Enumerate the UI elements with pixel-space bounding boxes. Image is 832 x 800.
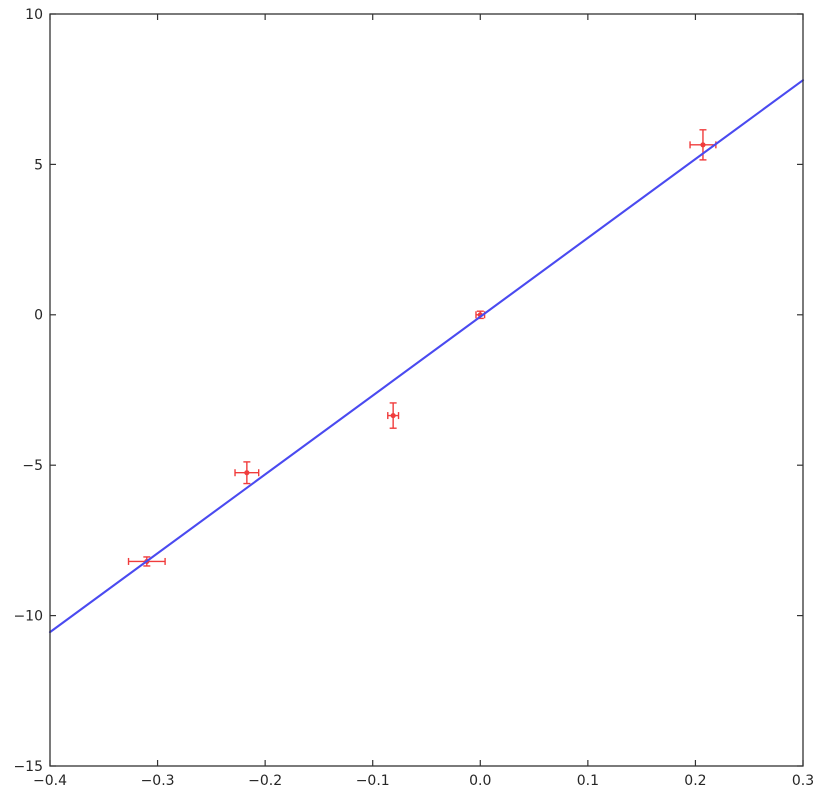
plot-frame <box>49 13 804 767</box>
x-tick-label: −0.1 <box>356 773 390 789</box>
y-tick-label: 0 <box>34 308 43 324</box>
x-tick-label: −0.4 <box>33 773 67 789</box>
x-tick-label: 0.3 <box>792 773 814 789</box>
x-tick-label: −0.2 <box>248 773 282 789</box>
errorbar-point <box>234 461 260 485</box>
x-tick-label: −0.3 <box>141 773 175 789</box>
y-tick-label: −10 <box>13 609 43 625</box>
errorbar-point <box>689 129 717 161</box>
x-tick-label: 0.0 <box>469 773 491 789</box>
x-tick-label: 0.2 <box>684 773 706 789</box>
data-point-marker <box>700 142 706 148</box>
errorbar-point <box>387 402 400 429</box>
y-tick-label: −15 <box>13 759 43 775</box>
fit-line <box>48 79 805 634</box>
y-tick-label: 10 <box>25 7 43 23</box>
y-tick-label: −5 <box>22 458 43 474</box>
y-tick-label: 5 <box>34 157 43 173</box>
x-tick-label: 0.1 <box>577 773 599 789</box>
data-point-marker <box>390 412 396 419</box>
data-point-marker <box>244 470 250 476</box>
